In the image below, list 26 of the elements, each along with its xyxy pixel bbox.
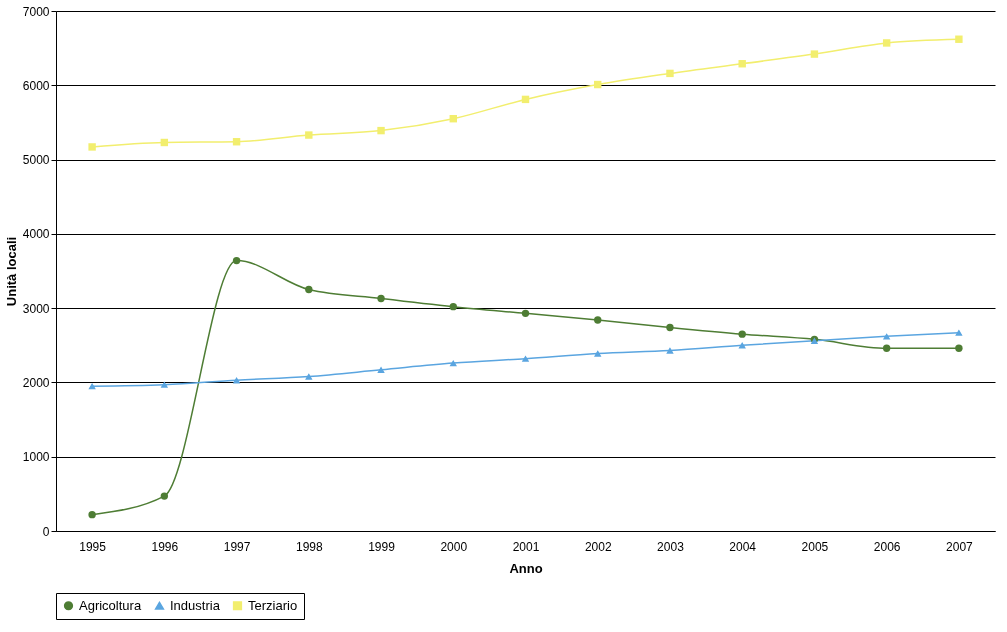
y-tick-label: 2000 — [22, 375, 50, 390]
x-tick-label: 1998 — [295, 539, 323, 554]
y-tick-label: 5000 — [22, 153, 50, 168]
y-tick-label: 0 — [42, 524, 50, 539]
x-tick-label: 1997 — [223, 539, 251, 554]
y-tick-label: 3000 — [22, 301, 50, 316]
x-tick-label: 2006 — [873, 539, 901, 554]
x-tick-label: 2007 — [946, 539, 974, 554]
x-tick-label: 2000 — [440, 539, 468, 554]
x-axis-title: Anno — [509, 560, 543, 576]
x-tick-label: 1996 — [151, 539, 179, 554]
y-axis-title: Unità locali — [3, 236, 19, 307]
x-tick-label: 2001 — [512, 539, 540, 554]
y-tick-label: 4000 — [22, 227, 50, 242]
x-tick-label: 2003 — [657, 539, 685, 554]
x-tick-label: 1999 — [368, 539, 396, 554]
x-tick-label: 2002 — [584, 539, 612, 554]
x-tick-label: 2005 — [801, 539, 829, 554]
legend-label: Industria — [170, 597, 221, 613]
legend-label: Agricoltura — [79, 597, 142, 613]
y-tick-label: 6000 — [22, 78, 50, 93]
x-tick-label: 2004 — [729, 539, 757, 554]
y-tick-label: 1000 — [22, 450, 50, 465]
y-tick-label: 7000 — [22, 4, 50, 19]
x-tick-label: 1995 — [79, 539, 107, 554]
legend-label: Terziario — [248, 597, 298, 613]
